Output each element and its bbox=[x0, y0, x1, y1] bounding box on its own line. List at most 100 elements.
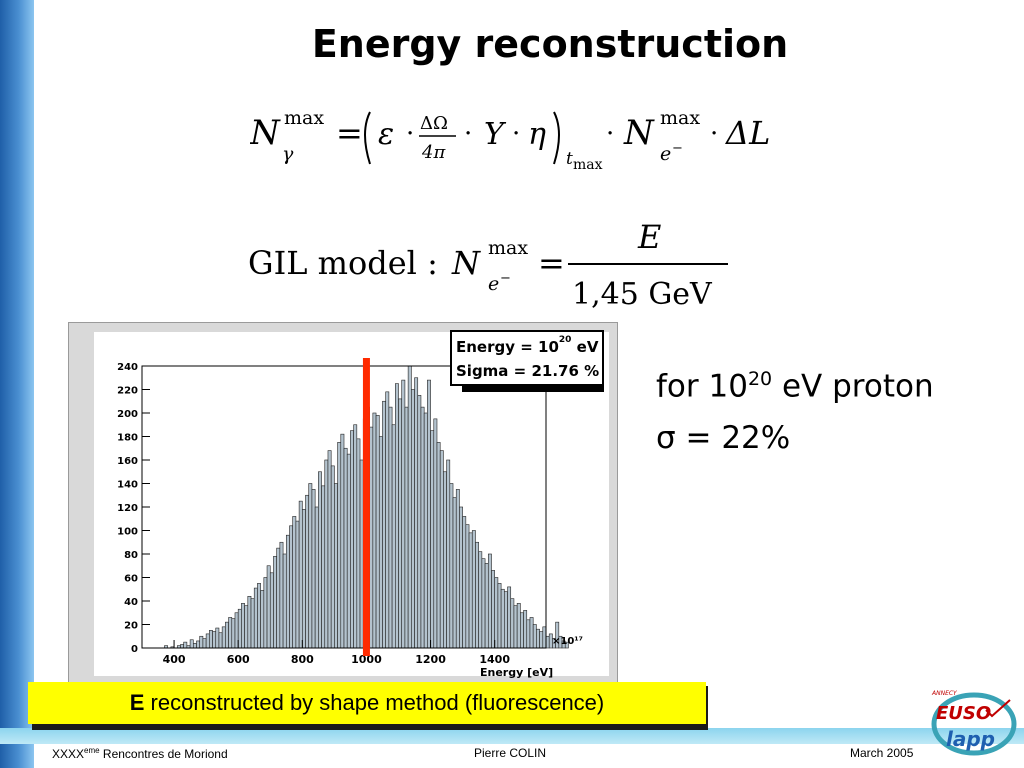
formula1-Y: Y bbox=[484, 117, 507, 152]
stats-energy: Energy = 1020 eV bbox=[456, 335, 599, 356]
y-tick-label: 160 bbox=[117, 456, 138, 467]
histogram-bin bbox=[462, 516, 467, 649]
y-tick-label: 220 bbox=[117, 386, 138, 397]
x-tick-label: 400 bbox=[163, 653, 186, 666]
histogram-bin bbox=[500, 588, 505, 649]
histogram-bin bbox=[465, 524, 470, 649]
histogram-bin bbox=[346, 453, 351, 649]
y-tick-label: 20 bbox=[124, 621, 138, 632]
histogram-bin bbox=[510, 598, 515, 649]
formula1-sub-t: t bbox=[566, 149, 573, 169]
histogram-bin bbox=[193, 642, 197, 649]
note-sigma: σ = 22% bbox=[656, 420, 791, 456]
y-tick-label: 240 bbox=[117, 362, 138, 373]
formula1-lhs: N bbox=[250, 113, 281, 153]
histogram-bin bbox=[221, 626, 226, 649]
histogram-bin bbox=[340, 433, 345, 649]
bottom-accent-bar bbox=[0, 728, 1024, 744]
formula2-equals: = bbox=[538, 244, 565, 282]
histogram-bin bbox=[478, 551, 483, 649]
y-tick-label: 0 bbox=[131, 644, 138, 655]
histogram-bin bbox=[321, 485, 326, 649]
formula1-N: N bbox=[623, 113, 655, 153]
formula1-sub-max: max bbox=[573, 157, 603, 173]
x-tick-label: 1200 bbox=[415, 653, 446, 666]
histogram-bin bbox=[266, 565, 271, 649]
y-tick-label: 180 bbox=[117, 433, 138, 444]
formula2-denominator: 1,45 GeV bbox=[572, 277, 713, 312]
histogram-bin bbox=[292, 516, 297, 649]
y-tick-label: 100 bbox=[117, 527, 138, 538]
histogram-bin bbox=[513, 605, 518, 649]
histogram-bin bbox=[327, 450, 332, 649]
y-tick-label: 80 bbox=[124, 550, 138, 561]
reconstructed-energy-marker bbox=[362, 358, 370, 656]
histogram-bin bbox=[417, 395, 422, 649]
x-axis-label: Energy [eV] bbox=[480, 666, 553, 679]
histogram-bin bbox=[244, 605, 249, 649]
formula1-equals: = bbox=[336, 114, 363, 152]
histogram-bin bbox=[295, 520, 300, 649]
histogram-bin bbox=[378, 436, 383, 649]
histogram-bin bbox=[443, 471, 447, 649]
histogram-bin bbox=[202, 638, 207, 649]
histogram-bin bbox=[529, 617, 534, 649]
histogram-bin bbox=[481, 558, 486, 649]
y-tick-label: 200 bbox=[117, 409, 138, 420]
formula2-N-sup: max bbox=[488, 237, 528, 259]
histogram-bin bbox=[471, 530, 476, 649]
histogram-bin bbox=[491, 570, 495, 649]
histogram-bin bbox=[507, 586, 512, 649]
caption-box: E reconstructed by shape method (fluores… bbox=[28, 682, 706, 724]
formula1-frac-den: 4π bbox=[421, 142, 446, 163]
histogram-bin bbox=[276, 547, 281, 649]
histogram-bin bbox=[183, 641, 188, 649]
histogram-bin bbox=[516, 603, 521, 649]
formula2-N-sub-sup: − bbox=[500, 271, 511, 286]
formula1-delta-L: ΔL bbox=[724, 114, 770, 152]
histogram-bin bbox=[205, 633, 210, 649]
histogram-bin bbox=[388, 406, 393, 649]
formula2-N: N bbox=[451, 244, 481, 282]
y-tick-label: 120 bbox=[117, 503, 138, 514]
footer-left: XXXXeme Rencontres de Moriond bbox=[52, 746, 228, 761]
histogram-bin bbox=[212, 631, 217, 649]
histogram-bin bbox=[401, 379, 406, 649]
histogram-bin bbox=[225, 621, 229, 649]
histogram-bin bbox=[189, 639, 194, 649]
histogram-bin bbox=[269, 572, 274, 649]
histogram-bin bbox=[395, 383, 399, 649]
histogram-bin bbox=[228, 617, 233, 649]
histogram-bin bbox=[330, 465, 335, 649]
histogram-bin bbox=[411, 389, 415, 649]
histogram-bin bbox=[285, 534, 290, 649]
gil-model-formula: GIL model : N max e − = E 1,45 GeV bbox=[248, 218, 728, 312]
histogram-bin bbox=[263, 577, 268, 649]
histogram-bin bbox=[369, 426, 374, 649]
formula1-lhs-sup: max bbox=[284, 107, 324, 129]
histogram-bin bbox=[337, 442, 342, 649]
histogram-bin bbox=[199, 635, 204, 649]
stats-sigma: Sigma = 21.76 % bbox=[456, 362, 600, 380]
formula1-N-sub-sup: − bbox=[672, 141, 683, 156]
stats-box: Energy = 1020 eV Sigma = 21.76 % bbox=[450, 330, 604, 386]
histogram-bin bbox=[391, 424, 396, 649]
x-axis-exponent: ×10¹⁷ bbox=[552, 636, 583, 647]
histogram-bin bbox=[398, 398, 403, 649]
y-tick-label: 140 bbox=[117, 480, 138, 491]
formula1-dot1: · bbox=[406, 119, 414, 149]
histogram-bin bbox=[494, 577, 499, 649]
svg-text:lapp: lapp bbox=[946, 727, 995, 751]
histogram-bin bbox=[314, 506, 319, 649]
histogram-bin bbox=[555, 621, 560, 649]
histogram-bin bbox=[324, 459, 329, 649]
histogram-bin bbox=[356, 438, 361, 649]
histogram-bin bbox=[436, 442, 441, 649]
histogram-bin bbox=[231, 618, 236, 649]
histogram-bin bbox=[468, 532, 473, 649]
histogram-bin bbox=[311, 489, 316, 649]
formula2-prefix: GIL model : bbox=[248, 244, 438, 282]
formula1-epsilon: ε bbox=[378, 117, 394, 152]
note-energy: for 1020 eV proton bbox=[656, 368, 934, 405]
histogram-bin bbox=[253, 587, 258, 649]
